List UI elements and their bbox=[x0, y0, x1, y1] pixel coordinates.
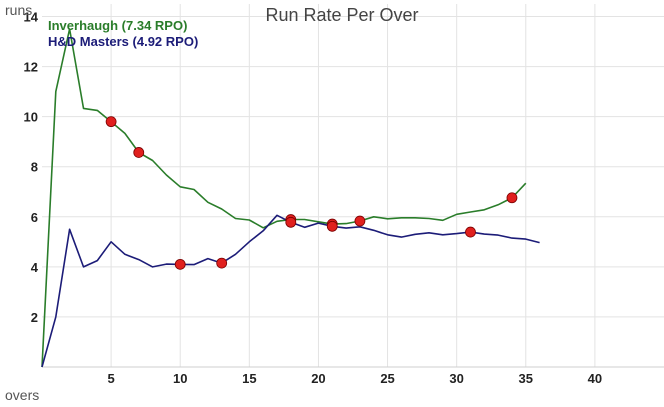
y-tick-label: 14 bbox=[24, 10, 39, 25]
wicket-marker bbox=[133, 147, 145, 158]
wicket-marker bbox=[105, 116, 117, 128]
x-tick-labels: 5 10 15 20 25 30 35 40 bbox=[107, 371, 602, 386]
grid bbox=[42, 4, 664, 368]
wicket-marker bbox=[354, 215, 366, 227]
y-tick-labels: 2 4 6 8 10 12 14 bbox=[24, 10, 39, 325]
x-tick-label: 15 bbox=[242, 371, 256, 386]
wicket-marker bbox=[285, 216, 297, 228]
wicket-marker bbox=[216, 257, 228, 269]
chart-title: Run Rate Per Over bbox=[265, 5, 418, 25]
y-tick-label: 8 bbox=[31, 160, 38, 175]
legend-series-2: H&D Masters (4.92 RPO) bbox=[48, 34, 198, 49]
wicket-marker bbox=[465, 226, 476, 238]
x-tick-label: 20 bbox=[311, 371, 325, 386]
x-tick-label: 5 bbox=[107, 371, 114, 386]
series-line-2 bbox=[41, 214, 540, 368]
legend-series-1: Inverhaugh (7.34 RPO) bbox=[48, 18, 187, 33]
y-tick-label: 10 bbox=[24, 110, 38, 125]
wicket-marker bbox=[174, 258, 186, 270]
y-tick-label: 4 bbox=[31, 260, 39, 275]
x-tick-label: 35 bbox=[519, 371, 533, 386]
y-axis-label: runs bbox=[5, 2, 32, 18]
x-axis-label: overs bbox=[5, 387, 39, 403]
wicket-marker bbox=[326, 220, 338, 232]
series-line-1 bbox=[41, 28, 527, 368]
x-tick-label: 40 bbox=[588, 371, 602, 386]
wicket-markers bbox=[105, 116, 518, 270]
y-tick-label: 2 bbox=[31, 310, 38, 325]
series-lines bbox=[41, 28, 540, 368]
wicket-marker bbox=[506, 192, 518, 204]
y-tick-label: 6 bbox=[31, 210, 38, 225]
x-tick-label: 25 bbox=[380, 371, 394, 386]
y-tick-label: 12 bbox=[24, 60, 38, 75]
x-tick-label: 30 bbox=[449, 371, 463, 386]
x-tick-label: 10 bbox=[173, 371, 187, 386]
